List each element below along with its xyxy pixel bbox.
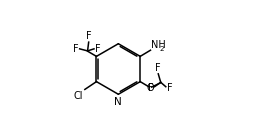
Text: F: F [86,31,92,41]
Text: F: F [95,44,101,54]
Text: Cl: Cl [74,91,83,101]
Text: 2: 2 [159,46,164,52]
Text: F: F [167,83,172,93]
Text: NH: NH [151,39,166,50]
Text: F: F [73,44,78,54]
Text: F: F [148,83,153,93]
Text: F: F [155,63,161,73]
Text: N: N [115,97,122,107]
Text: O: O [147,83,154,93]
